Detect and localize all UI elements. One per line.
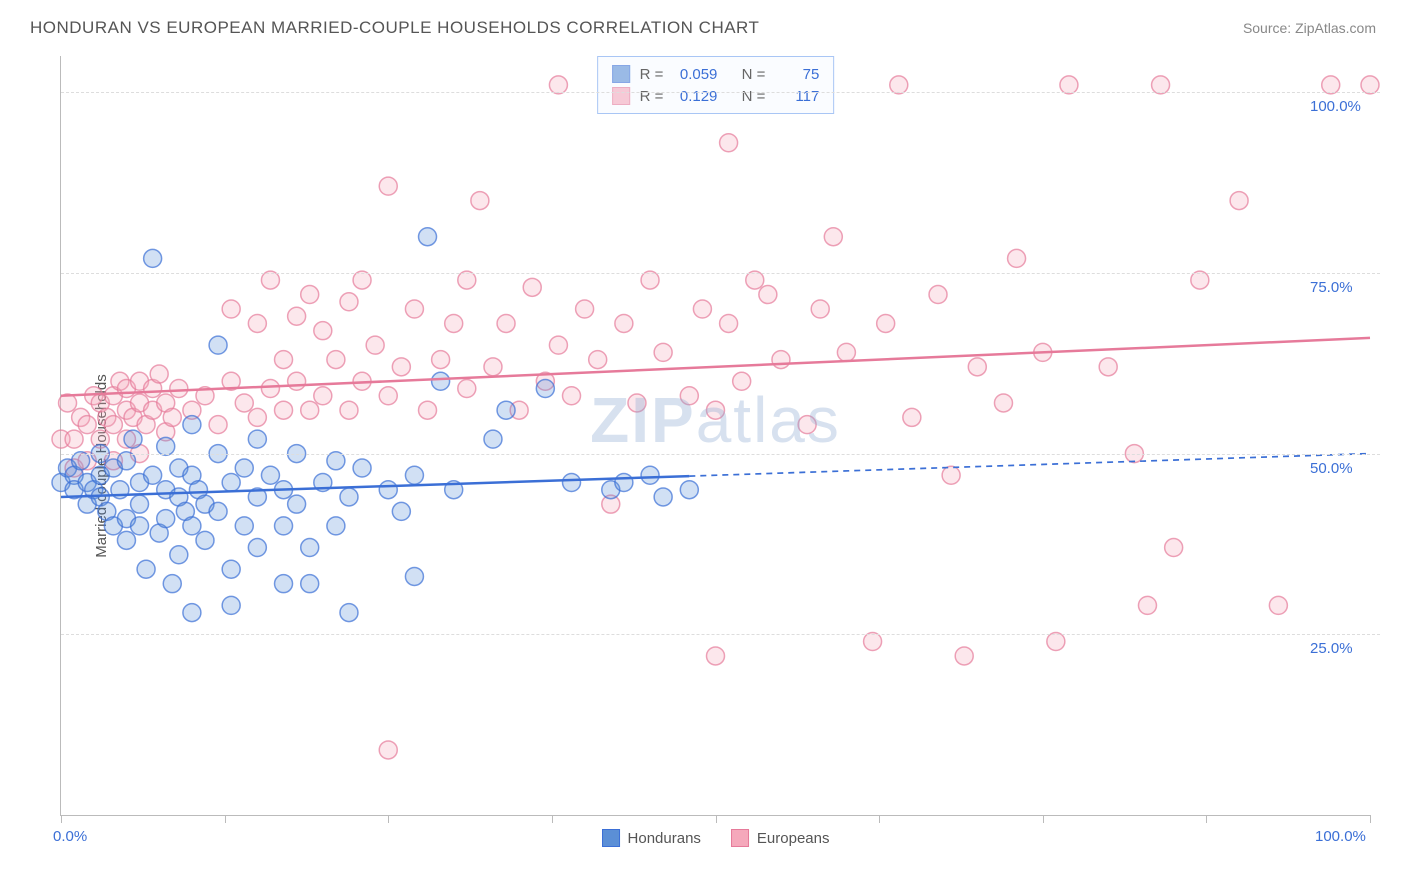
source-attribution: Source: ZipAtlas.com (1243, 20, 1376, 36)
legend-label-hondurans: Hondurans (628, 830, 701, 847)
x-tick-label: 100.0% (1315, 828, 1366, 845)
legend-swatch-blue (612, 65, 630, 83)
chart-title: HONDURAN VS EUROPEAN MARRIED-COUPLE HOUS… (30, 18, 759, 38)
legend-row-europeans: R = 0.129 N = 117 (612, 85, 820, 107)
legend-label-europeans: Europeans (757, 830, 830, 847)
correlation-legend: R = 0.059 N = 75 R = 0.129 N = 117 (597, 56, 835, 114)
r-value-europeans: 0.129 (673, 88, 717, 105)
n-label: N = (742, 88, 766, 105)
r-label: R = (640, 66, 664, 83)
n-value-europeans: 117 (775, 88, 819, 105)
series-legend: Hondurans Europeans (602, 829, 830, 847)
x-tick-label: 0.0% (53, 828, 87, 845)
legend-swatch-pink (731, 829, 749, 847)
n-label: N = (742, 66, 766, 83)
y-tick-label: 75.0% (1310, 279, 1353, 296)
r-label: R = (640, 88, 664, 105)
r-value-hondurans: 0.059 (673, 66, 717, 83)
legend-row-hondurans: R = 0.059 N = 75 (612, 63, 820, 85)
legend-item-europeans: Europeans (731, 829, 830, 847)
chart-container: Married-couple Households ZIPatlas R = 0… (0, 46, 1406, 886)
plot-area: ZIPatlas R = 0.059 N = 75 R = 0.129 N = … (60, 56, 1370, 816)
y-tick-label: 25.0% (1310, 640, 1353, 657)
scatter-svg (61, 56, 1370, 815)
y-tick-label: 50.0% (1310, 460, 1353, 477)
legend-swatch-pink (612, 87, 630, 105)
legend-swatch-blue (602, 829, 620, 847)
y-tick-label: 100.0% (1310, 98, 1361, 115)
n-value-hondurans: 75 (775, 66, 819, 83)
legend-item-hondurans: Hondurans (602, 829, 701, 847)
